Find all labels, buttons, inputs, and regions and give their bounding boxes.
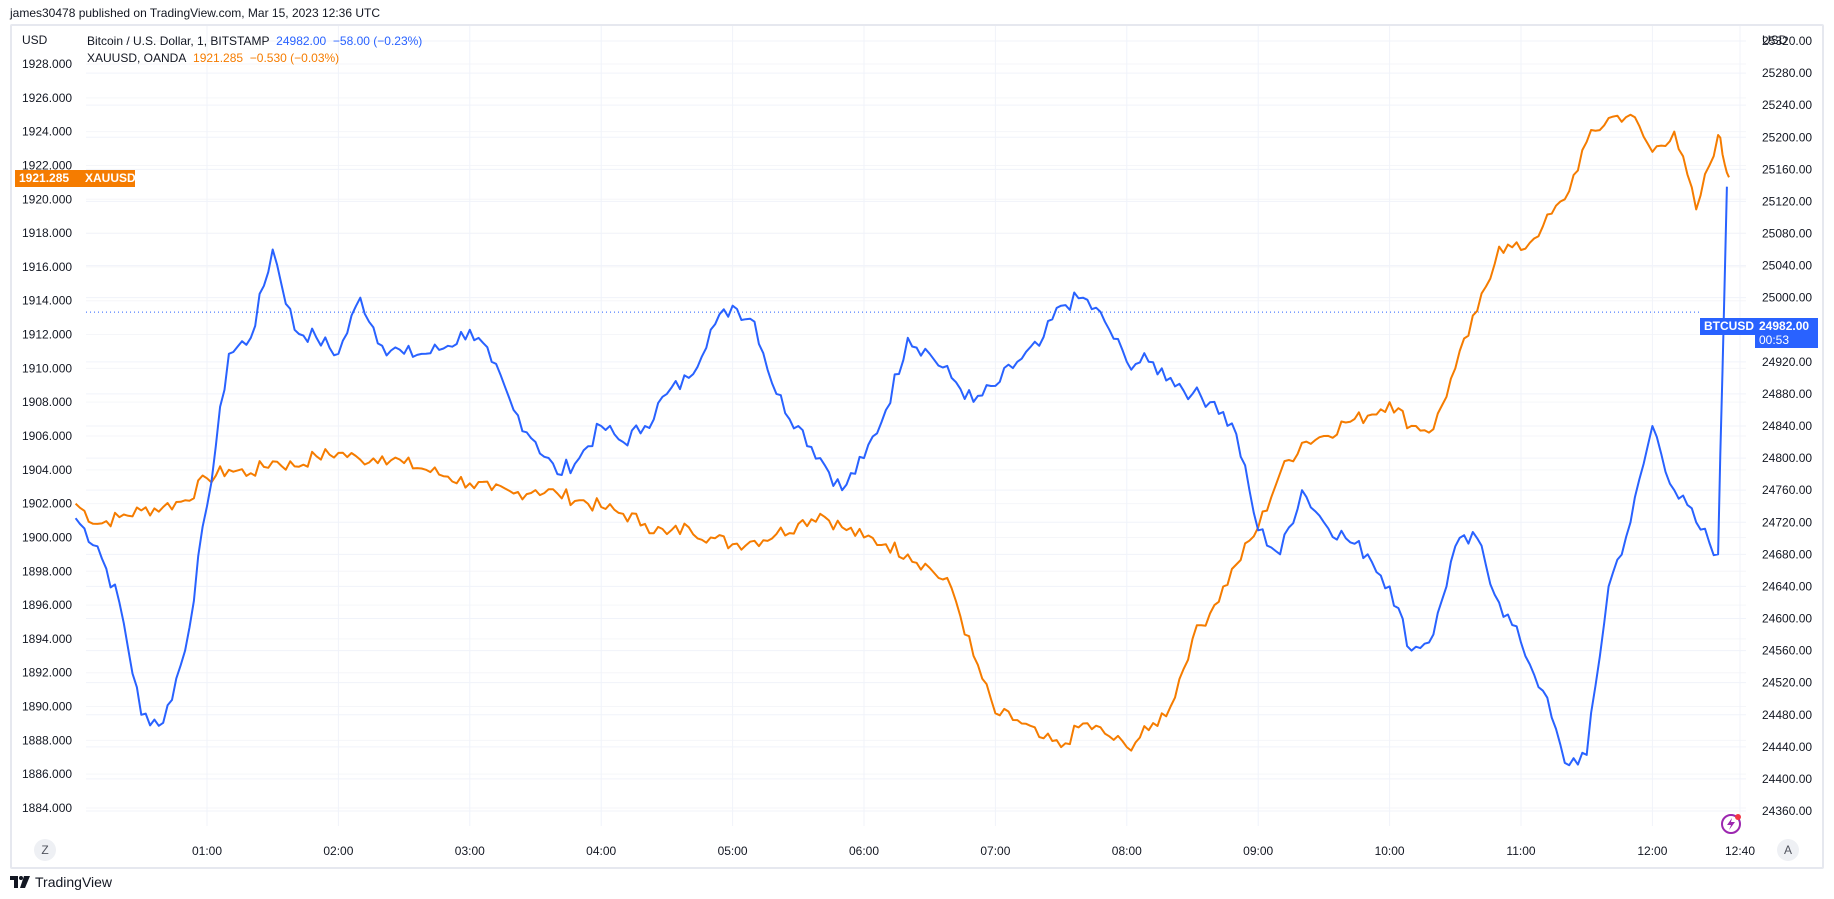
right-axis-currency: USD: [1762, 33, 1788, 47]
time-axis-tick: 11:00: [1506, 844, 1535, 858]
left-axis-tick: 1912.000: [22, 328, 72, 342]
legend-btc-price: 24982.00: [276, 34, 327, 48]
left-axis-tick: 1918.000: [22, 226, 72, 240]
time-axis-tick: 03:00: [455, 844, 485, 858]
left-axis-tick: 1924.000: [22, 125, 72, 139]
right-axis-tick: 24840.00: [1762, 419, 1812, 433]
tradingview-logo-icon: [10, 876, 30, 888]
right-axis-tick: 24760.00: [1762, 483, 1812, 497]
right-axis-tick: 25240.00: [1762, 98, 1812, 112]
right-axis-tick: 24400.00: [1762, 772, 1812, 786]
right-axis-tick: 25160.00: [1762, 162, 1812, 176]
left-axis-tick: 1928.000: [22, 57, 72, 71]
right-price-axis[interactable]: 25320.00 25280.00 25240.00 25200.00 25160.00…: [1762, 34, 1812, 818]
tradingview-brand: TradingView: [35, 874, 113, 890]
btcusd-line[interactable]: [74, 186, 1728, 767]
left-axis-tick: 1908.000: [22, 395, 72, 409]
time-axis-tick: 01:00: [192, 844, 222, 858]
legend-xau-name: XAUUSD, OANDA: [87, 51, 187, 65]
left-axis-tick: 1914.000: [22, 294, 72, 308]
time-axis-tick: 10:00: [1375, 844, 1405, 858]
left-axis-tick: 1922.000: [22, 158, 72, 172]
btc-symbol-tag: BTCUSD: [1700, 318, 1758, 335]
right-axis-tick: 24880.00: [1762, 387, 1812, 401]
left-axis-tick: 1904.000: [22, 463, 72, 477]
left-axis-tick: 1890.000: [22, 700, 72, 714]
left-axis-tick: 1898.000: [22, 564, 72, 578]
right-axis-tick: 25080.00: [1762, 227, 1812, 241]
tradingview-logo[interactable]: TradingView: [10, 874, 112, 890]
time-axis-tick: 04:00: [586, 844, 616, 858]
left-axis-tick: 1926.000: [22, 91, 72, 105]
legend-btc-change: −58.00 (−0.23%): [332, 34, 423, 48]
time-axis-tick: 05:00: [718, 844, 748, 858]
right-axis-tick: 24600.00: [1762, 612, 1812, 626]
chart-frame: [10, 24, 1824, 869]
auto-scale-button[interactable]: A: [1777, 839, 1799, 861]
left-axis-tick: 1896.000: [22, 598, 72, 612]
time-axis-tick: 06:00: [849, 844, 879, 858]
time-axis-tick: 07:00: [980, 844, 1010, 858]
legend-xau-change: −0.530 (−0.03%): [249, 51, 340, 65]
btc-bar-countdown: 00:53: [1759, 333, 1790, 347]
right-axis-tick: 24640.00: [1762, 579, 1812, 593]
lightning-alert-icon[interactable]: [1719, 812, 1743, 836]
right-axis-tick: 24560.00: [1762, 644, 1812, 658]
left-axis-tick: 1886.000: [22, 767, 72, 781]
right-axis-tick: 25040.00: [1762, 259, 1812, 273]
left-axis-tick: 1910.000: [22, 361, 72, 375]
left-axis-currency: USD: [22, 33, 48, 47]
left-axis-tick: 1902.000: [22, 497, 72, 511]
left-axis-tick: 1920.000: [22, 192, 72, 206]
btc-last-price: 24982.00: [1759, 319, 1810, 333]
legend-xau-price: 1921.285: [193, 51, 244, 65]
zoom-reset-button[interactable]: Z: [34, 839, 56, 861]
legend-btc-name: Bitcoin / U.S. Dollar, 1, BITSTAMP: [87, 34, 270, 48]
xau-symbol-tag: XAUUSD: [81, 170, 136, 187]
time-axis-tick: 12:00: [1637, 844, 1667, 858]
right-axis-tick: 24920.00: [1762, 355, 1812, 369]
published-by-caption: james30478 published on TradingView.com,…: [10, 6, 381, 20]
left-axis-tick: 1892.000: [22, 666, 72, 680]
right-axis-tick: 24680.00: [1762, 547, 1812, 561]
right-axis-tick: 25200.00: [1762, 130, 1812, 144]
right-axis-tick: 24360.00: [1762, 804, 1812, 818]
right-axis-tick: 25280.00: [1762, 66, 1812, 80]
chart-legend: Bitcoin / U.S. Dollar, 1, BITSTAMP 24982…: [87, 33, 422, 67]
right-axis-tick: 24440.00: [1762, 740, 1812, 754]
time-axis-tick: 08:00: [1112, 844, 1142, 858]
left-axis-tick: 1916.000: [22, 260, 72, 274]
right-axis-tick: 24800.00: [1762, 451, 1812, 465]
right-axis-tick: 24720.00: [1762, 515, 1812, 529]
right-axis-tick: 25000.00: [1762, 291, 1812, 305]
left-price-axis[interactable]: 1928.000 1926.000 1924.000 1922.000 1920.000…: [22, 57, 72, 815]
left-axis-tick: 1906.000: [22, 429, 72, 443]
btc-price-tag: 24982.00 00:53: [1755, 318, 1818, 348]
legend-xau[interactable]: XAUUSD, OANDA 1921.285 −0.530 (−0.03%): [87, 50, 422, 67]
right-axis-tick: 25120.00: [1762, 194, 1812, 208]
left-axis-tick: 1900.000: [22, 530, 72, 544]
time-axis-tick: 12:40: [1725, 844, 1755, 858]
xauusd-line[interactable]: [74, 113, 1730, 752]
left-axis-tick: 1888.000: [22, 733, 72, 747]
grid-lines: [86, 26, 1746, 826]
right-axis-tick: 25320.00: [1762, 34, 1812, 48]
time-axis-tick: 09:00: [1243, 844, 1273, 858]
right-axis-tick: 24520.00: [1762, 676, 1812, 690]
legend-btc[interactable]: Bitcoin / U.S. Dollar, 1, BITSTAMP 24982…: [87, 33, 422, 50]
xau-price-tag: 1921.285: [15, 170, 81, 187]
time-axis-tick: 02:00: [323, 844, 353, 858]
left-axis-tick: 1894.000: [22, 632, 72, 646]
right-axis-tick: 24480.00: [1762, 708, 1812, 722]
left-axis-tick: 1884.000: [22, 801, 72, 815]
time-axis[interactable]: 01:00 02:00 03:00 04:00 05:00 06:00 07:00 08:00…: [192, 844, 1755, 858]
